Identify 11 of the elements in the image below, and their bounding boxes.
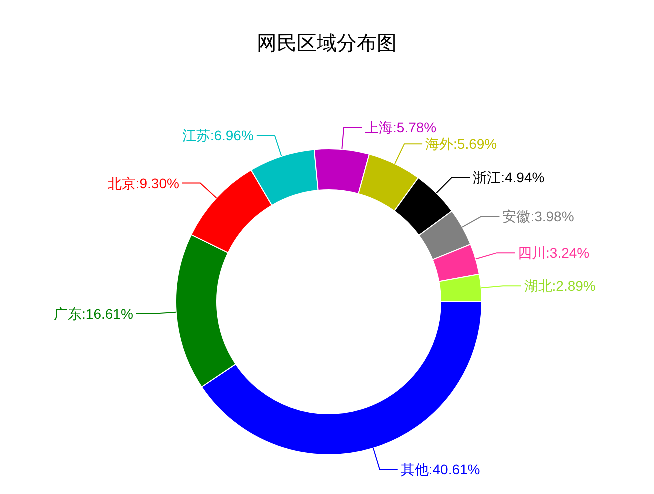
slice-label: 湖北:2.89% (524, 278, 596, 294)
slice-label: 北京:9.30% (108, 175, 180, 192)
slice-label: 广东:16.61% (54, 306, 134, 322)
slice-label: 其他:40.61% (400, 461, 480, 478)
slice-label: 四川:3.24% (518, 245, 590, 262)
slice-label: 浙江:4.94% (473, 170, 545, 186)
chart-title: 网民区域分布图 (257, 31, 397, 55)
slice-label: 上海:5.78% (365, 120, 437, 136)
slice-label: 江苏:6.96% (182, 128, 254, 144)
slice-label: 海外:5.69% (426, 136, 498, 152)
slice-label: 安徽:3.98% (502, 208, 574, 225)
